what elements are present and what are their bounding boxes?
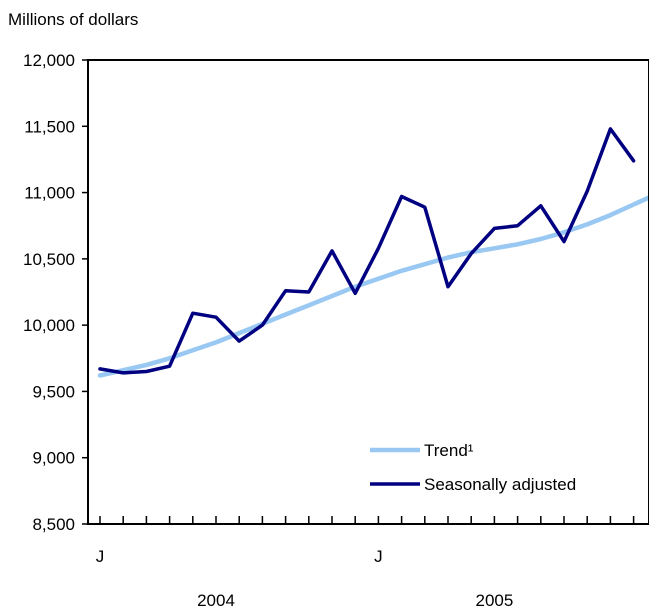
- y-tick-label: 10,000: [23, 316, 75, 335]
- y-tick-label: 12,000: [23, 51, 75, 70]
- x-month-label: J: [96, 547, 105, 566]
- plot-frame: [87, 59, 649, 525]
- series-layer: [97, 127, 649, 378]
- legend-label: Trend¹: [424, 441, 474, 460]
- y-tick-label: 11,000: [24, 184, 75, 203]
- x-axis: JJJM200420052006: [96, 516, 635, 610]
- x-month-label: J: [374, 547, 383, 566]
- legend-label: Seasonally adjusted: [424, 475, 576, 494]
- y-tick-label: 10,500: [23, 250, 75, 269]
- legend: Trend¹ Seasonally adjusted: [370, 441, 576, 494]
- series-line: [98, 127, 636, 375]
- y-tick-label: 8,500: [32, 515, 75, 534]
- series-line: [97, 194, 649, 378]
- y-axis-title: Millions of dollars: [8, 10, 138, 29]
- x-year-label: 2005: [475, 591, 513, 610]
- y-tick-label: 9,000: [32, 449, 75, 468]
- y-tick-label: 9,500: [32, 382, 75, 401]
- y-axis: 8,500 9,000 9,500 10,000 10,500 11,000 11,500 1…: [23, 51, 88, 534]
- x-year-label: 2004: [197, 591, 235, 610]
- y-tick-label: 11,500: [24, 117, 75, 136]
